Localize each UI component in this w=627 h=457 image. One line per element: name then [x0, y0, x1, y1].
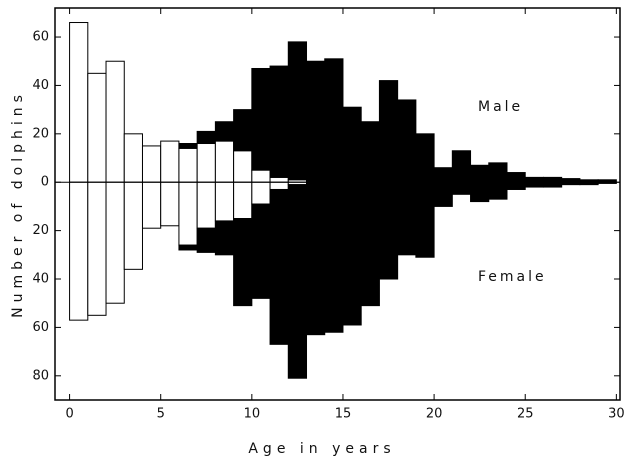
bar [287, 184, 308, 379]
bar [69, 22, 89, 183]
bar [251, 67, 271, 171]
bar [141, 181, 162, 229]
bar [160, 140, 180, 183]
bar [251, 169, 271, 183]
bar [196, 143, 216, 183]
bar [397, 99, 417, 183]
bar [196, 130, 216, 145]
bar [87, 181, 107, 316]
bar [160, 181, 180, 227]
bar [470, 164, 490, 183]
bar [488, 181, 508, 200]
bar [251, 203, 271, 299]
x-axis-title: Age in years [248, 441, 395, 457]
bar [451, 150, 472, 183]
bar [214, 181, 235, 222]
bar [178, 143, 198, 149]
bar [324, 181, 344, 333]
bar [178, 244, 198, 251]
bar [105, 60, 125, 183]
y-tick-label: 40 [32, 78, 49, 93]
bar [269, 188, 289, 345]
y-axis-title: Number of dolphins [10, 90, 26, 318]
bar [178, 147, 198, 183]
bar [105, 181, 125, 304]
bar [196, 227, 216, 253]
y-tick-label: 20 [32, 126, 49, 141]
bar [214, 140, 235, 183]
x-tick-label: 20 [426, 407, 443, 422]
bar [415, 133, 435, 183]
bar [141, 145, 162, 183]
bar [360, 121, 380, 183]
bar [542, 176, 563, 183]
bar [506, 181, 526, 190]
bar [378, 181, 399, 280]
bar [524, 176, 544, 183]
bar [251, 181, 271, 205]
bar [561, 178, 581, 183]
y-tick-label: 0 [41, 175, 49, 190]
bar [542, 181, 563, 188]
y-tick-label: 60 [32, 30, 49, 45]
bar [524, 181, 544, 188]
bar [378, 80, 399, 183]
bar [360, 181, 380, 307]
bar [269, 65, 289, 178]
bar [287, 41, 308, 181]
bar [415, 181, 435, 258]
y-tick-label: 20 [32, 223, 49, 238]
x-tick-label: 25 [517, 407, 534, 422]
bar [306, 60, 326, 183]
annotation: Male [478, 99, 523, 115]
y-tick-label: 80 [32, 368, 49, 383]
plot-frame [54, 7, 621, 401]
bar [87, 72, 107, 183]
bar [69, 181, 89, 321]
x-tick-label: 10 [244, 407, 261, 422]
bar [397, 181, 417, 256]
bar [233, 218, 253, 307]
x-tick-label: 15 [335, 407, 352, 422]
bar [233, 109, 253, 152]
bar [451, 181, 472, 195]
x-tick-label: 0 [65, 407, 73, 422]
bar [306, 181, 326, 336]
bar [178, 181, 198, 246]
y-tick-label: 60 [32, 320, 49, 335]
annotation: Female [478, 269, 547, 285]
bar [123, 181, 143, 270]
bar [324, 58, 344, 183]
x-tick-label: 30 [608, 407, 625, 422]
bar [433, 167, 453, 183]
bar [433, 181, 453, 207]
bar [269, 181, 289, 190]
bar [470, 181, 490, 203]
bar [342, 106, 362, 183]
bar [123, 133, 143, 183]
bar [214, 121, 235, 142]
bar [233, 150, 253, 183]
bar [214, 220, 235, 256]
bar [506, 172, 526, 183]
bar [196, 181, 216, 229]
bar [233, 181, 253, 220]
bar [342, 181, 362, 326]
x-tick-label: 5 [157, 407, 165, 422]
bar [488, 162, 508, 183]
bar [269, 176, 289, 183]
y-tick-label: 40 [32, 272, 49, 287]
